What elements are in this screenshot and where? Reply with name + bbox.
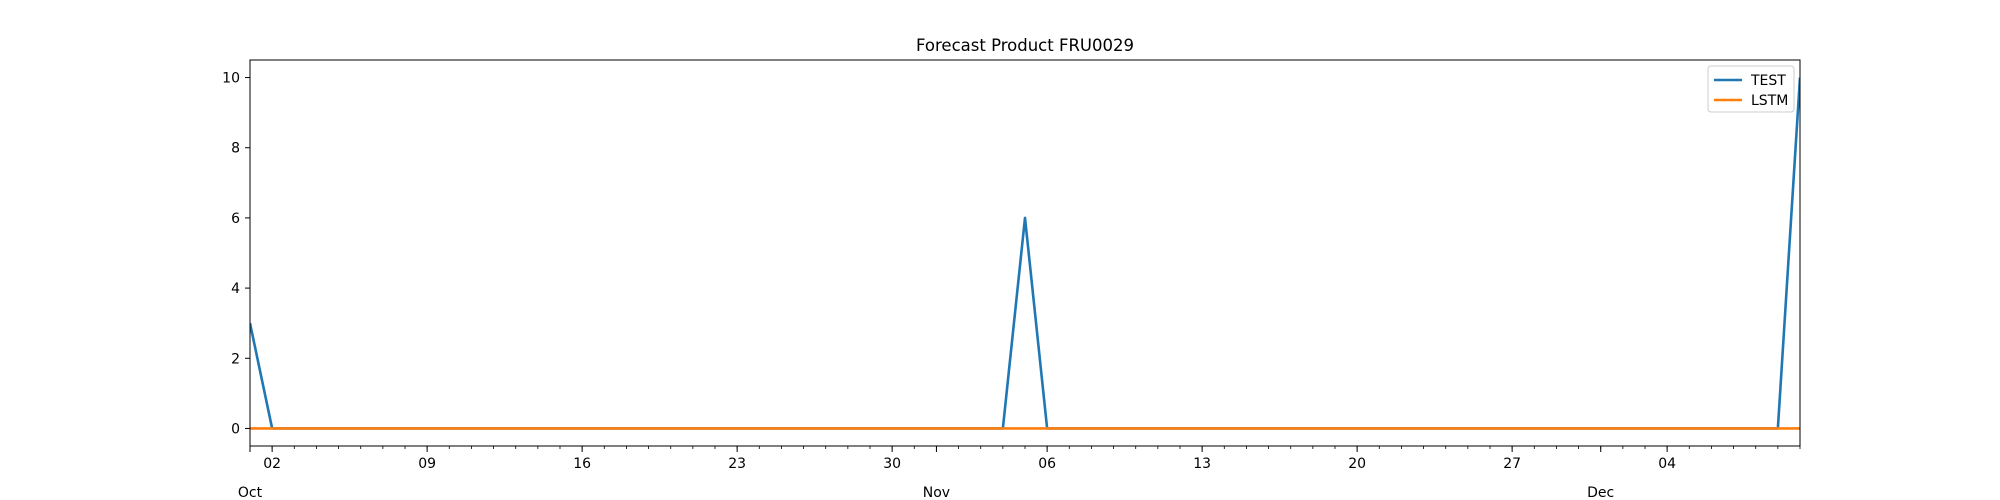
y-tick-label: 4	[231, 281, 240, 297]
chart-title: Forecast Product FRU0029	[916, 36, 1134, 55]
y-tick-label: 2	[231, 351, 240, 367]
x-tick-label: 02	[263, 456, 281, 472]
x-tick-label: 16	[573, 456, 591, 472]
x-tick-label: 27	[1503, 456, 1521, 472]
legend-label-test: TEST	[1750, 73, 1786, 89]
x-tick-label: 30	[883, 456, 901, 472]
y-tick-label: 0	[231, 421, 240, 437]
y-tick-label: 8	[231, 141, 240, 157]
x-tick-label: 20	[1348, 456, 1366, 472]
legend-label-lstm: LSTM	[1751, 93, 1788, 109]
x-tick-label: 09	[418, 456, 436, 472]
x-tick-label: 04	[1658, 456, 1676, 472]
series-line-test	[250, 77, 1800, 430]
series-layer	[250, 77, 1800, 430]
x-tick-label: 13	[1193, 456, 1211, 472]
x-tick-label: 06	[1038, 456, 1056, 472]
x-month-label: Oct	[238, 485, 263, 500]
legend: TEST LSTM	[1707, 65, 1795, 113]
x-tick-label: 23	[728, 456, 746, 472]
y-tick-label: 6	[231, 211, 240, 227]
x-month-label: Nov	[923, 485, 950, 500]
plot-frame	[249, 59, 1801, 447]
y-tick-label: 10	[222, 71, 240, 87]
x-month-label: Dec	[1587, 485, 1614, 500]
